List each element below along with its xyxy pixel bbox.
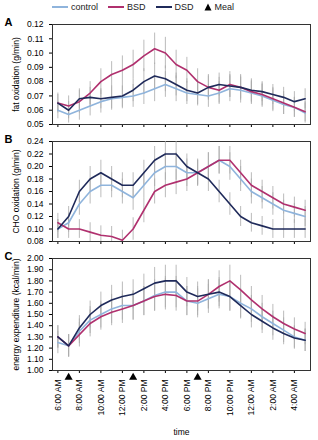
svg-text:4:00 PM: 4:00 PM	[160, 380, 170, 412]
svg-text:0.05: 0.05	[27, 119, 44, 129]
svg-text:1.50: 1.50	[27, 309, 44, 319]
svg-text:6:00 AM: 6:00 AM	[53, 380, 63, 411]
svg-text:2.00: 2.00	[27, 253, 44, 263]
svg-text:0.06: 0.06	[27, 105, 44, 115]
html-text:BSD: BSD	[127, 2, 146, 12]
svg-text:energy expenditure (kcal/min): energy expenditure (kcal/min)	[11, 258, 21, 370]
svg-text:1.70: 1.70	[27, 287, 44, 297]
svg-text:0.18: 0.18	[27, 174, 44, 184]
svg-text:A: A	[5, 16, 13, 28]
svg-text:8:00 AM: 8:00 AM	[74, 380, 84, 411]
svg-text:0.11: 0.11	[28, 34, 44, 44]
html-text:Meal: Meal	[214, 2, 235, 12]
svg-text:12:00 AM: 12:00 AM	[246, 380, 256, 416]
svg-text:12:00 PM: 12:00 PM	[117, 380, 127, 416]
svg-text:fat oxidation (g/min): fat oxidation (g/min)	[11, 37, 21, 112]
svg-text:10:00 AM: 10:00 AM	[96, 380, 106, 416]
svg-text:2:00 PM: 2:00 PM	[139, 380, 149, 412]
svg-text:0.20: 0.20	[27, 161, 44, 171]
svg-text:0.08: 0.08	[27, 236, 44, 246]
svg-text:1.90: 1.90	[27, 264, 44, 274]
svg-text:1.20: 1.20	[27, 343, 44, 353]
svg-text:8:00 PM: 8:00 PM	[203, 380, 213, 412]
svg-text:10:00 PM: 10:00 PM	[225, 380, 235, 416]
svg-text:0.07: 0.07	[27, 91, 44, 101]
svg-text:time: time	[173, 427, 189, 437]
svg-text:0.10: 0.10	[27, 48, 44, 58]
svg-text:2:00 AM: 2:00 AM	[268, 380, 278, 411]
svg-text:B: B	[5, 133, 13, 145]
html-text:control: control	[71, 2, 98, 12]
svg-text:0.24: 0.24	[27, 136, 44, 146]
svg-text:1.40: 1.40	[27, 320, 44, 330]
svg-text:0.12: 0.12	[27, 19, 44, 29]
svg-text:1.30: 1.30	[27, 332, 44, 342]
svg-text:CHO oxidation (g/min): CHO oxidation (g/min)	[11, 149, 21, 233]
svg-text:0.10: 0.10	[27, 224, 44, 234]
svg-text:4:00 AM: 4:00 AM	[289, 380, 299, 411]
svg-text:0.16: 0.16	[27, 186, 44, 196]
svg-text:0.22: 0.22	[27, 149, 44, 159]
svg-text:0.12: 0.12	[27, 211, 44, 221]
svg-text:0.08: 0.08	[27, 76, 44, 86]
svg-text:1.00: 1.00	[27, 365, 44, 375]
svg-text:6:00 PM: 6:00 PM	[182, 380, 192, 412]
svg-text:C: C	[5, 250, 13, 262]
svg-text:0.14: 0.14	[27, 199, 44, 209]
svg-text:1.10: 1.10	[27, 354, 44, 364]
svg-text:1.80: 1.80	[27, 276, 44, 286]
svg-text:1.60: 1.60	[27, 298, 44, 308]
html-text:DSD: DSD	[174, 2, 194, 12]
svg-text:0.09: 0.09	[27, 62, 44, 72]
